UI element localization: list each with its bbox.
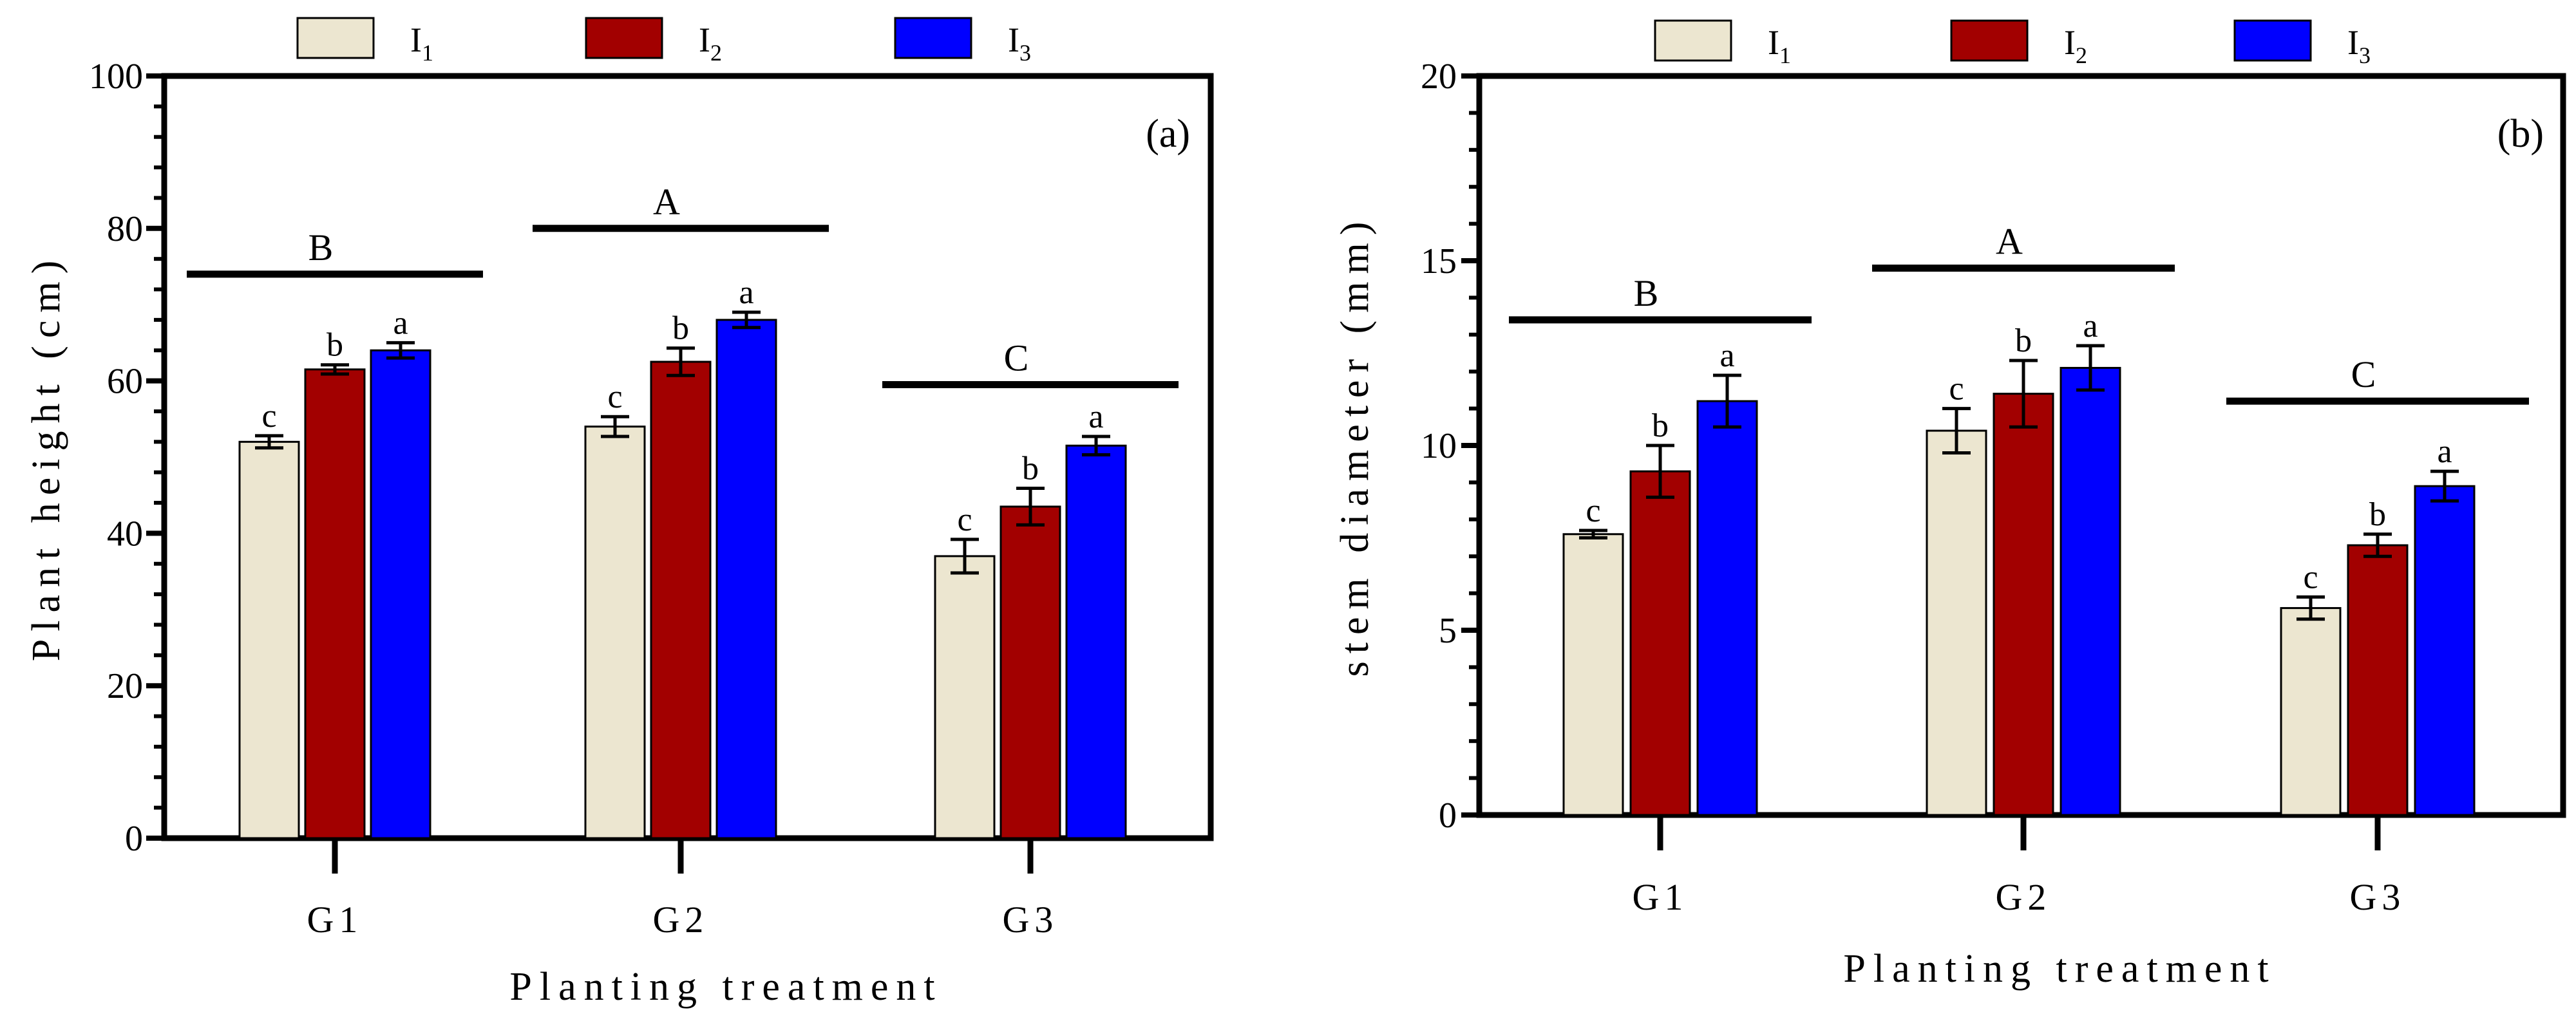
group-letter-g3: C xyxy=(2351,353,2376,395)
y-axis-title: stem diameter (mm) xyxy=(1333,214,1377,677)
y-tick-label: 20 xyxy=(107,666,143,706)
legend-swatch-i1 xyxy=(1654,19,1732,62)
sig-letter-g1-i1: c xyxy=(261,398,276,435)
bar-g2-i3 xyxy=(2060,366,2121,816)
x-axis-title: Planting treatment xyxy=(1843,947,2276,991)
y-tick-label: 15 xyxy=(1421,241,1457,281)
bar-g2-i2 xyxy=(650,360,712,839)
legend-swatch-i2 xyxy=(1950,19,2029,62)
group-letter-g2: A xyxy=(1996,220,2023,262)
bar-g3-i2 xyxy=(2347,544,2409,816)
y-tick-label: 20 xyxy=(1421,57,1457,97)
y-tick-label: 80 xyxy=(107,209,143,249)
sig-letter-g3-i1: c xyxy=(2303,559,2318,595)
sig-letter-g2-i3: a xyxy=(739,274,753,311)
y-tick-label: 10 xyxy=(1421,426,1457,466)
legend-label-subscript: 1 xyxy=(422,40,433,66)
y-axis-title: Plant height (cm) xyxy=(24,253,68,661)
bar-g2-i2 xyxy=(1993,393,2054,816)
group-letter-g1: B xyxy=(308,227,334,268)
y-tick-label: 60 xyxy=(107,362,143,402)
legend-label-base: I xyxy=(1008,21,1019,59)
y-tick-label: 100 xyxy=(89,57,143,97)
bar-g3-i1 xyxy=(934,555,996,839)
y-tick-label: 0 xyxy=(1439,796,1457,836)
legend-label-subscript: 2 xyxy=(2076,42,2087,68)
legend-swatch-i3 xyxy=(894,17,972,59)
sig-letter-g1-i1: c xyxy=(1586,492,1600,529)
legend-label-base: I xyxy=(2064,23,2076,62)
legend-swatch-i2 xyxy=(585,17,663,59)
bar-g3-i2 xyxy=(999,505,1061,839)
legend-label-i2: I2 xyxy=(2064,23,2087,68)
legend-label-subscript: 3 xyxy=(2359,42,2371,68)
group-letter-g3: C xyxy=(1004,337,1029,379)
sig-letter-g3-i1: c xyxy=(957,501,972,538)
bar-g1-i3 xyxy=(1696,400,1758,816)
bar-g3-i3 xyxy=(2414,485,2476,816)
y-tick-label: 5 xyxy=(1439,611,1457,651)
panel-label: (a) xyxy=(1146,112,1190,156)
x-tick-label-g1: G1 xyxy=(307,899,363,941)
bar-g1-i2 xyxy=(304,368,366,839)
panel-label: (b) xyxy=(2497,112,2544,156)
x-tick-label-g2: G2 xyxy=(1996,876,2052,918)
bar-g2-i1 xyxy=(584,426,646,839)
legend-label-i3: I3 xyxy=(2347,23,2371,68)
bar-g3-i1 xyxy=(2280,607,2342,816)
bar-g1-i2 xyxy=(1629,470,1691,816)
group-letter-g2: A xyxy=(653,181,680,223)
x-tick-label-g1: G1 xyxy=(1633,876,1689,918)
legend-label-subscript: 1 xyxy=(1779,42,1791,68)
legend-label-i1: I1 xyxy=(1768,23,1791,68)
sig-letter-g3-i2: b xyxy=(1022,451,1039,487)
legend-label-i2: I2 xyxy=(699,21,722,66)
legend-label-i3: I3 xyxy=(1008,21,1031,66)
sig-letter-g3-i3: a xyxy=(2437,433,2452,470)
legend-label-base: I xyxy=(410,21,422,59)
sig-letter-g2-i2: b xyxy=(672,310,689,347)
bar-g1-i1 xyxy=(238,440,300,839)
legend-swatch-i3 xyxy=(2233,19,2312,62)
bar-g1-i1 xyxy=(1562,533,1624,816)
sig-letter-g3-i2: b xyxy=(2369,496,2386,533)
sig-letter-g3-i3: a xyxy=(1088,398,1103,435)
x-tick-label-g2: G2 xyxy=(653,899,709,941)
legend-label-subscript: 3 xyxy=(1019,40,1031,66)
sig-letter-g2-i2: b xyxy=(2015,323,2032,359)
sig-letter-g1-i2: b xyxy=(1652,407,1669,444)
x-axis-title: Planting treatment xyxy=(509,965,942,1009)
legend-label-base: I xyxy=(1768,23,1779,62)
bar-g2-i3 xyxy=(715,319,777,839)
sig-letter-g2-i1: c xyxy=(607,379,622,415)
sig-letter-g1-i3: a xyxy=(393,304,408,341)
group-letter-g1: B xyxy=(1634,272,1659,314)
x-tick-label-g3: G3 xyxy=(2350,876,2406,918)
sig-letter-g1-i2: b xyxy=(327,327,343,364)
legend-label-subscript: 2 xyxy=(710,40,722,66)
x-tick-label-g3: G3 xyxy=(1003,899,1059,941)
sig-letter-g2-i1: c xyxy=(1949,371,1964,407)
bar-g3-i3 xyxy=(1065,444,1127,839)
y-tick-label: 40 xyxy=(107,514,143,554)
legend-label-i1: I1 xyxy=(410,21,433,66)
legend-label-base: I xyxy=(699,21,710,59)
legend-swatch-i1 xyxy=(296,17,375,59)
bar-g1-i3 xyxy=(370,349,431,839)
sig-letter-g1-i3: a xyxy=(1719,337,1734,374)
bar-g2-i1 xyxy=(1926,429,1987,816)
y-tick-label: 0 xyxy=(125,819,143,859)
sig-letter-g2-i3: a xyxy=(2083,308,2098,344)
legend-label-base: I xyxy=(2347,23,2359,62)
